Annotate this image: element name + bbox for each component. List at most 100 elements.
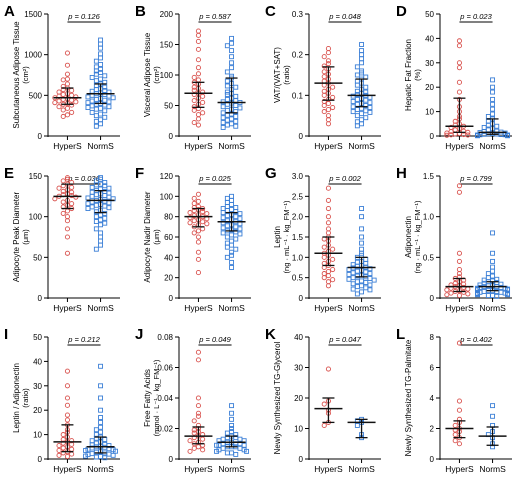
data-point-hypers [444, 130, 450, 136]
data-point-hypers [325, 205, 331, 212]
data-point-hypers [195, 28, 201, 34]
data-point-hypers [456, 398, 462, 404]
data-point-hypers [187, 448, 193, 454]
data-point-norms [229, 242, 235, 248]
data-point-hypers [191, 91, 197, 98]
data-point-hypers [456, 441, 462, 447]
data-point-hypers [64, 76, 70, 82]
data-point-hypers [195, 198, 201, 204]
data-point-norms [93, 449, 99, 455]
data-point-norms [359, 52, 365, 58]
data-point-hypers [325, 269, 331, 275]
data-point-norms [233, 451, 239, 457]
data-point-norms [229, 265, 235, 270]
data-point-hypers [452, 438, 458, 444]
p-value-label: p = 0.002 [328, 174, 361, 183]
data-point-norms [224, 199, 230, 205]
y-tick-label: 0 [430, 455, 435, 464]
data-point-hypers [69, 109, 75, 115]
y-axis-label: Adiponectin [404, 216, 413, 258]
y-tick-label: 120 [160, 172, 174, 181]
data-point-hypers [64, 226, 70, 232]
data-point-norms [224, 43, 230, 49]
data-point-hypers [321, 92, 327, 98]
data-point-hypers [64, 402, 70, 408]
data-point-hypers [191, 200, 197, 206]
y-tick-label: 150 [160, 41, 174, 50]
panel-letter: B [135, 3, 146, 20]
data-point-hypers [60, 432, 66, 438]
panel-j: J 0 0.02 0.04 0.06 0.08 Free Fatty Acids (mmol … [135, 326, 251, 474]
data-point-hypers [452, 432, 458, 438]
y-tick-label: 0.2 [292, 51, 304, 60]
data-point-hypers [465, 132, 471, 138]
data-point-norms [490, 413, 496, 419]
data-point-hypers [60, 91, 66, 98]
data-point-hypers [69, 102, 75, 108]
panel-e: E 0 50 100 150 Adipocyte Peak Diameter (μm) Hyp… [4, 165, 120, 313]
data-point-hypers [325, 113, 331, 119]
panel-letter: H [396, 165, 407, 182]
data-point-hypers [191, 418, 197, 424]
panel-letter: E [4, 165, 14, 182]
data-point-norms [490, 230, 496, 236]
data-point-hypers [191, 230, 197, 236]
data-point-norms [229, 410, 235, 416]
data-point-norms [224, 69, 230, 75]
x-tick-label: HyperS [53, 464, 82, 474]
data-point-hypers [456, 38, 462, 44]
data-point-norms [102, 455, 108, 461]
data-point-norms [229, 202, 235, 207]
data-point-hypers [56, 452, 62, 458]
data-point-hypers [325, 107, 331, 113]
data-point-norms [359, 111, 365, 117]
p-value-label: p = 0.025 [198, 174, 231, 183]
data-point-norms [350, 109, 356, 115]
data-point-hypers [56, 104, 62, 110]
y-tick-label: 0 [169, 455, 174, 464]
data-point-norms [224, 96, 230, 102]
data-point-norms [354, 107, 360, 113]
data-point-norms [359, 60, 365, 66]
data-point-norms [350, 98, 356, 104]
data-point-norms [102, 220, 108, 226]
data-point-hypers [325, 283, 331, 289]
data-point-hypers [64, 50, 70, 56]
y-axis-label: VAT/(VAT+SAT) [273, 47, 282, 103]
data-point-norms [93, 118, 99, 124]
panel-c: C 0 0.1 0.2 0.3 VAT/(VAT+SAT) (ratio) HyperS Nor… [265, 3, 381, 151]
data-point-norms [220, 436, 226, 442]
data-point-norms [490, 258, 496, 264]
data-point-norms [359, 240, 365, 246]
data-point-hypers [195, 77, 201, 83]
data-point-hypers [195, 239, 201, 245]
y-tick-label: 0 [430, 294, 435, 303]
y-tick-label: 0.04 [157, 394, 173, 403]
data-point-norms [102, 97, 108, 103]
data-point-hypers [448, 290, 454, 296]
data-point-norms [229, 35, 235, 41]
y-tick-label: 2.0 [292, 213, 304, 222]
data-point-hypers [191, 74, 197, 80]
data-point-norms [490, 89, 496, 95]
y-tick-label: 20 [425, 83, 434, 92]
data-point-norms [102, 437, 108, 442]
data-point-norms [102, 203, 108, 209]
data-point-norms [229, 40, 235, 46]
data-point-norms [354, 72, 360, 78]
y-tick-label: 0.1 [292, 91, 304, 100]
y-tick-label: 100 [29, 213, 43, 222]
data-point-hypers [456, 250, 462, 256]
y-tick-label: 0.08 [157, 333, 173, 342]
data-point-hypers [64, 71, 70, 77]
data-point-hypers [321, 54, 327, 60]
data-point-norms [220, 120, 226, 126]
data-point-norms [224, 204, 230, 209]
p-value-label: p = 0.047 [328, 335, 361, 344]
data-point-hypers [64, 175, 70, 181]
data-point-hypers [195, 32, 201, 38]
data-point-norms [359, 278, 365, 284]
data-point-hypers [69, 87, 75, 94]
data-point-norms [224, 107, 230, 113]
data-point-hypers [200, 447, 206, 453]
